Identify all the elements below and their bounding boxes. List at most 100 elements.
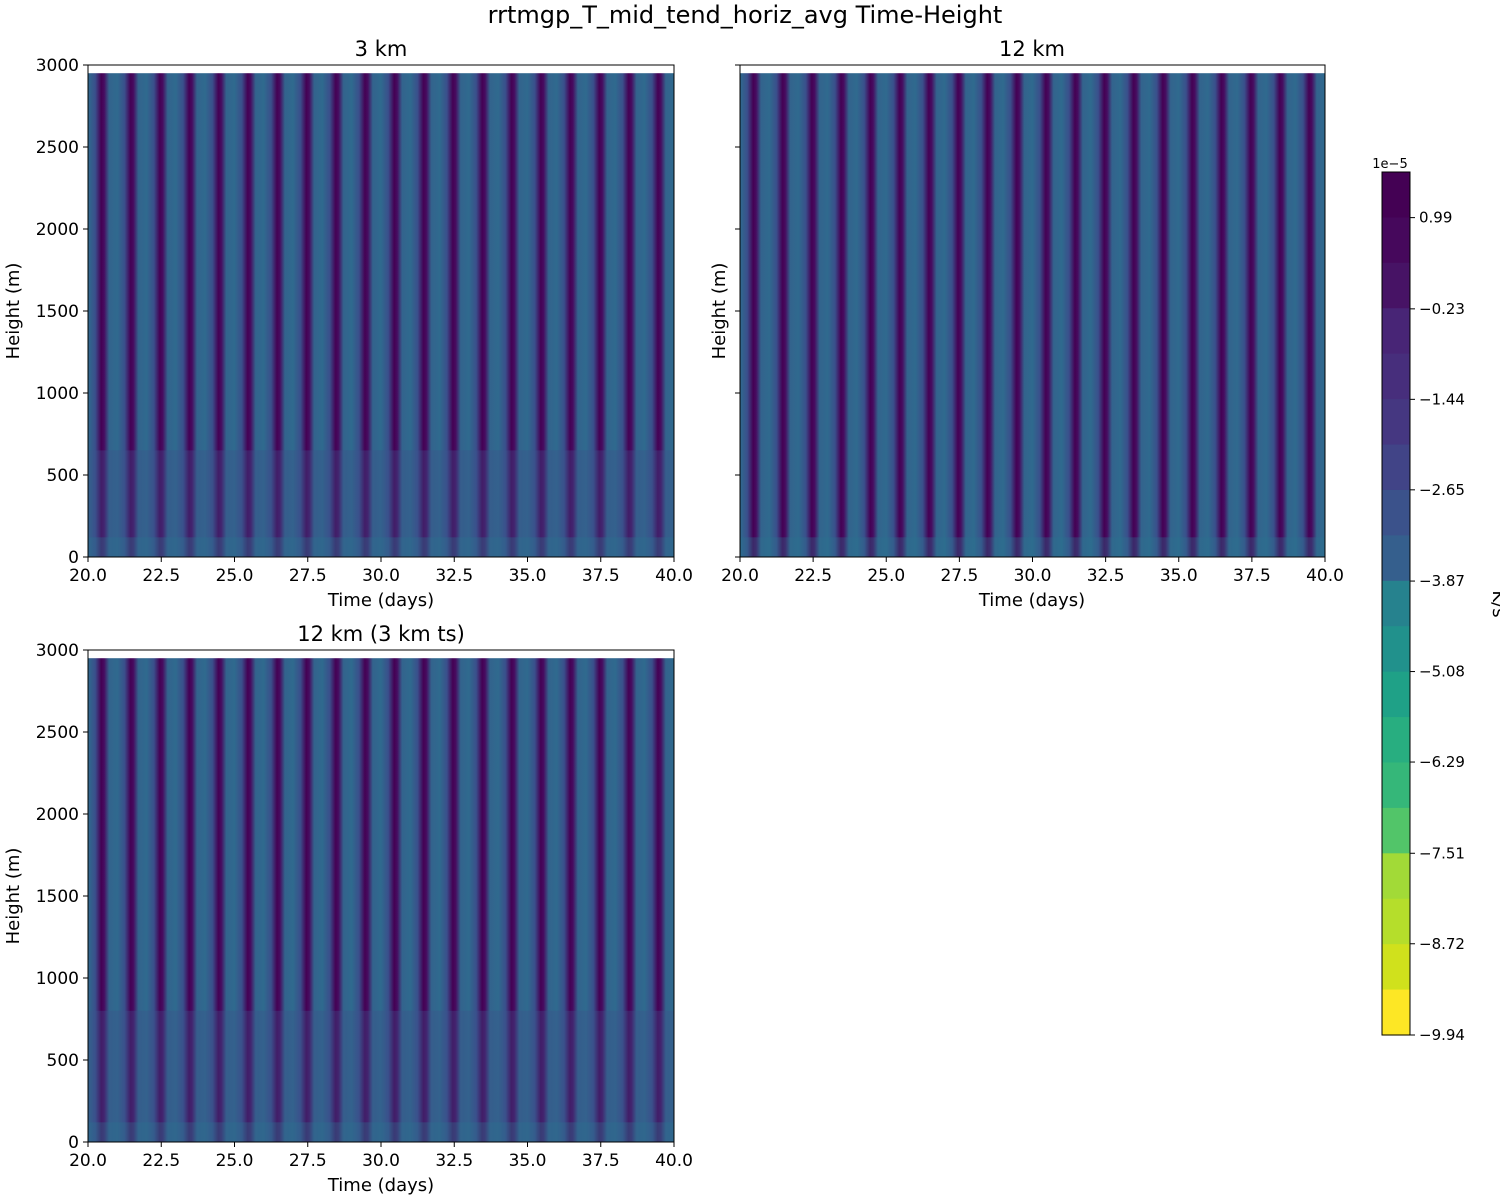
x-tick-label: 35.0 [1160,566,1198,586]
x-axis-label: Time (days) [327,1175,434,1196]
colorbar-tick-label: −9.94 [1419,1026,1465,1044]
x-tick-label: 30.0 [362,566,400,586]
y-tick-label: 3000 [36,56,79,76]
x-axis: 20.0 22.5 25.0 27.5 30.0 32.5 35.0 37.5 40.0 [721,557,1344,586]
x-tick-label: 22.5 [142,1151,180,1171]
colorbar-tick-label: −2.65 [1419,481,1465,499]
y-tick-label: 1000 [36,384,79,404]
colorbar-band [1382,172,1410,219]
x-tick-label: 37.5 [582,566,620,586]
figure-title: rrtmgp_T_mid_tend_horiz_avg Time-Height [488,1,1003,29]
y-axis: 0 500 1000 1500 2000 2500 3000 [36,56,88,568]
colorbar-band [1382,535,1410,582]
x-tick-label: 37.5 [582,1151,620,1171]
boundary-layer [88,450,674,557]
colorbar-band [1382,489,1410,536]
heatmap-field [740,73,1325,557]
colorbar-tick-label: −5.08 [1419,663,1465,681]
field-band [740,73,1325,557]
x-tick-label: 40.0 [1306,566,1344,586]
x-tick-label: 22.5 [794,566,832,586]
colorbar-band [1382,262,1410,309]
colorbar-band [1382,807,1410,854]
x-tick-label: 32.5 [435,1151,473,1171]
panel-title: 12 km (3 km ts) [297,622,465,646]
field-band [88,658,674,1142]
x-tick-label: 35.0 [509,566,547,586]
colorbar-band [1382,944,1410,991]
y-tick-label: 0 [68,548,79,568]
y-tick-label: 1000 [36,969,79,989]
colorbar-tick-label: −6.29 [1419,753,1465,771]
y-axis: 0 500 1000 1500 2000 2500 3000 [36,641,88,1153]
colorbar-bands [1382,172,1410,1036]
y-tick-label: 0 [68,1133,79,1153]
y-axis [735,64,740,558]
y-axis-label: Height (m) [3,263,24,360]
y-tick-label: 500 [47,466,79,486]
x-tick-label: 22.5 [142,566,180,586]
colorbar-band [1382,762,1410,809]
colorbar-band [1382,671,1410,718]
x-axis-label: Time (days) [978,590,1085,611]
x-tick-label: 20.0 [69,566,107,586]
colorbar-band [1382,399,1410,446]
y-tick-label: 2000 [36,805,79,825]
surface-layer [740,537,1325,557]
x-tick-label: 30.0 [362,1151,400,1171]
colorbar-frame [1381,171,1411,1036]
colorbar-band [1382,580,1410,627]
colorbar: 0.99 −0.23 −1.44 −2.65 −3.87 −5.08 −6.29 −7.51 −… [1372,157,1500,1044]
panel-title: 3 km [355,37,408,61]
x-tick-label: 40.0 [655,566,693,586]
colorbar-band [1382,308,1410,355]
x-tick-label: 27.5 [940,566,978,586]
colorbar-tick-label: −1.44 [1419,390,1465,408]
y-tick-label: 1500 [36,887,79,907]
x-axis: 20.0 22.5 25.0 27.5 30.0 32.5 35.0 37.5 40.0 [69,557,693,586]
y-axis-label: Height (m) [3,848,24,945]
x-tick-label: 25.0 [216,566,254,586]
y-tick-label: 3000 [36,641,79,661]
panel-title: 12 km [999,37,1065,61]
x-tick-label: 30.0 [1014,566,1052,586]
colorbar-band [1382,898,1410,945]
x-tick-label: 32.5 [435,566,473,586]
y-tick-label: 1500 [36,302,79,322]
y-tick-label: 500 [47,1051,79,1071]
colorbar-tick-label: 0.99 [1419,209,1452,227]
heatmap-field [88,73,674,557]
x-tick-label: 20.0 [69,1151,107,1171]
y-tick-label: 2500 [36,723,79,743]
x-tick-label: 20.0 [721,566,759,586]
panel-12km-3km-ts: 12 km (3 km ts) 20.0 22.5 25.0 27.5 30.0 32.5… [3,622,693,1196]
colorbar-tick-label: −3.87 [1419,572,1465,590]
colorbar-band [1382,353,1410,400]
heatmap-field [88,658,674,1142]
panel-3km: 3 km 20.0 22.5 25.0 27.5 30.0 32.5 35.0 37.5 40.… [3,37,693,611]
colorbar-band [1382,626,1410,673]
x-tick-label: 27.5 [289,566,327,586]
x-tick-label: 37.5 [1233,566,1271,586]
colorbar-band [1382,717,1410,764]
x-tick-label: 35.0 [509,1151,547,1171]
colorbar-label: K/s [1488,590,1500,617]
y-tick-label: 2500 [36,138,79,158]
x-tick-label: 25.0 [216,1151,254,1171]
colorbar-tick-label: −8.72 [1419,935,1465,953]
colorbar-exponent: 1e−5 [1372,157,1407,172]
x-tick-label: 40.0 [655,1151,693,1171]
colorbar-ticks: 0.99 −0.23 −1.44 −2.65 −3.87 −5.08 −6.29 −7.51 −… [1410,209,1465,1044]
panel-12km: 12 km 20.0 22.5 25.0 27.5 30.0 32.5 35.0 37.5 40… [709,37,1344,611]
x-tick-label: 27.5 [289,1151,327,1171]
x-axis: 20.0 22.5 25.0 27.5 30.0 32.5 35.0 37.5 40.0 [69,1142,693,1171]
surface-layer [88,1122,674,1142]
y-axis-label: Height (m) [709,263,730,360]
y-tick-label: 2000 [36,220,79,240]
x-tick-label: 32.5 [1087,566,1125,586]
colorbar-band [1382,217,1410,264]
colorbar-band [1382,444,1410,491]
x-axis-label: Time (days) [327,590,434,611]
boundary-layer [88,1010,674,1142]
